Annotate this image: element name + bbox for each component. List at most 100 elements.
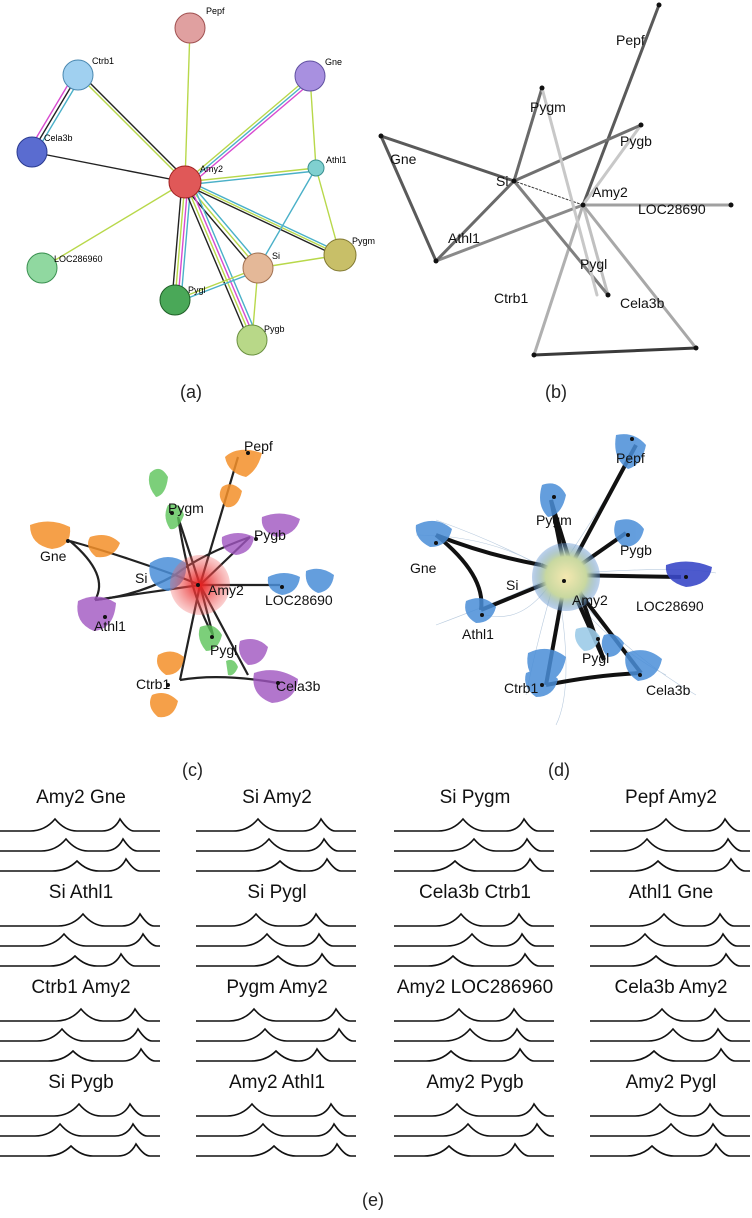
edge-amy2-pepf [184, 27, 191, 183]
edge-amy2-athl1 [184, 167, 317, 186]
multiple-curves [196, 912, 356, 967]
multiple-title: Ctrb1 Amy2 [31, 977, 131, 998]
density-curve [394, 1102, 554, 1117]
density-curve [590, 952, 750, 967]
label-pygb: Pygb [620, 133, 652, 149]
density-curve [0, 952, 160, 967]
blob-group-purple [77, 513, 300, 703]
density-curve [394, 1027, 554, 1042]
density-curve [394, 1122, 554, 1137]
multiple-title: Amy2 Athl1 [228, 1072, 326, 1093]
multiple-curves [394, 912, 554, 967]
density-curve [394, 1047, 554, 1062]
density-curve [196, 1027, 356, 1042]
label-gne: Gne [40, 548, 67, 564]
caption-c: (c) [182, 760, 203, 780]
label-pepf: Pepf [244, 438, 273, 454]
svg-text:Pepf: Pepf [206, 6, 225, 16]
density-curve [590, 1027, 750, 1042]
node-loc286960: LOC286960 [26, 252, 103, 284]
density-curve [0, 912, 160, 927]
label-athl1: Athl1 [448, 230, 480, 246]
density-curve [0, 1102, 160, 1117]
label-amy2: Amy2 [572, 592, 608, 608]
label-athl1: Athl1 [94, 618, 126, 634]
svg-text:LOC286960: LOC286960 [54, 254, 103, 264]
density-curve [590, 1102, 750, 1117]
multiple-curves [0, 1007, 160, 1062]
multiple-curves [394, 817, 554, 872]
edge-amy2-gne [184, 75, 315, 187]
caption-e: (e) [362, 1190, 384, 1210]
density-curve [590, 857, 750, 872]
multiple-curves [394, 1007, 554, 1062]
multiple-curves [196, 1102, 356, 1157]
multiple-title: Pepf Amy2 [625, 787, 717, 808]
label-si: Si [496, 173, 508, 189]
multiple-curves [0, 1102, 160, 1157]
label-pepf: Pepf [616, 450, 645, 466]
multiple-title: Si Pygl [247, 882, 307, 903]
multiple-curves [196, 817, 356, 872]
label-ctrb1: Ctrb1 [504, 680, 538, 696]
density-curve [0, 1027, 160, 1042]
svg-text:Si: Si [272, 251, 280, 261]
node-si: Si [242, 251, 280, 284]
density-curve [0, 1142, 160, 1157]
edge-amy2-pygm [183, 178, 342, 259]
density-curve [0, 1122, 160, 1137]
blob-group-green [148, 468, 238, 676]
panel-e-small-multiples: Amy2 Gne Si Amy2 Si Pygm Pepf Amy2 Si Athl1 S… [0, 785, 752, 1195]
multiple-title: Amy2 LOC286960 [396, 977, 554, 998]
label-ctrb1: Ctrb1 [494, 290, 528, 306]
density-curve [394, 952, 554, 967]
edge-amy2-ctrb1 [77, 72, 188, 183]
label-pygl: Pygl [580, 256, 607, 272]
label-ctrb1: Ctrb1 [136, 676, 170, 692]
density-curve [394, 1142, 554, 1157]
svg-text:Athl1: Athl1 [326, 155, 347, 165]
node-gne: Gne [294, 57, 342, 92]
multiple-title: Si Amy2 [242, 787, 312, 808]
label-si: Si [506, 577, 518, 593]
label-amy2: Amy2 [592, 184, 628, 200]
svg-text:Cela3b: Cela3b [44, 133, 73, 143]
label-pygl: Pygl [210, 642, 237, 658]
density-curve [0, 1047, 160, 1062]
density-curve [590, 932, 750, 947]
edge-amy2-cela3b [31, 151, 186, 183]
multiple-title: Cela3b Amy2 [614, 977, 728, 998]
caption-b: (b) [545, 382, 567, 402]
label-cela3b: Cela3b [646, 682, 691, 698]
density-curve [196, 1047, 356, 1062]
multiple-title: Amy2 Pygl [625, 1072, 717, 1093]
blob-group-orange [30, 449, 262, 718]
dense-core [532, 543, 600, 611]
multiple-curves [590, 1102, 750, 1157]
density-curve [196, 952, 356, 967]
label-cela3b: Cela3b [276, 678, 321, 694]
svg-text:Gne: Gne [325, 57, 342, 67]
multiple-curves [196, 1007, 356, 1062]
caption-d: (d) [548, 760, 570, 780]
density-curve [590, 1047, 750, 1062]
caption-a: (a) [180, 382, 202, 402]
multiple-curves [590, 912, 750, 967]
edge-athl1-si [257, 167, 317, 269]
label-pygm: Pygm [536, 512, 572, 528]
density-curve [394, 1007, 554, 1022]
density-curve [196, 1142, 356, 1157]
node-pygl: Pygl [159, 284, 206, 316]
density-curve [590, 817, 750, 832]
density-curve [196, 1102, 356, 1117]
multiple-title: Cela3b Ctrb1 [419, 882, 531, 903]
density-curve [590, 837, 750, 852]
density-curve [0, 817, 160, 832]
label-pygl: Pygl [582, 650, 609, 666]
density-curve [196, 857, 356, 872]
density-curve [394, 837, 554, 852]
density-curve [196, 912, 356, 927]
density-curve [196, 837, 356, 852]
multiple-title: Si Pygm [439, 787, 511, 808]
density-curve [590, 1142, 750, 1157]
